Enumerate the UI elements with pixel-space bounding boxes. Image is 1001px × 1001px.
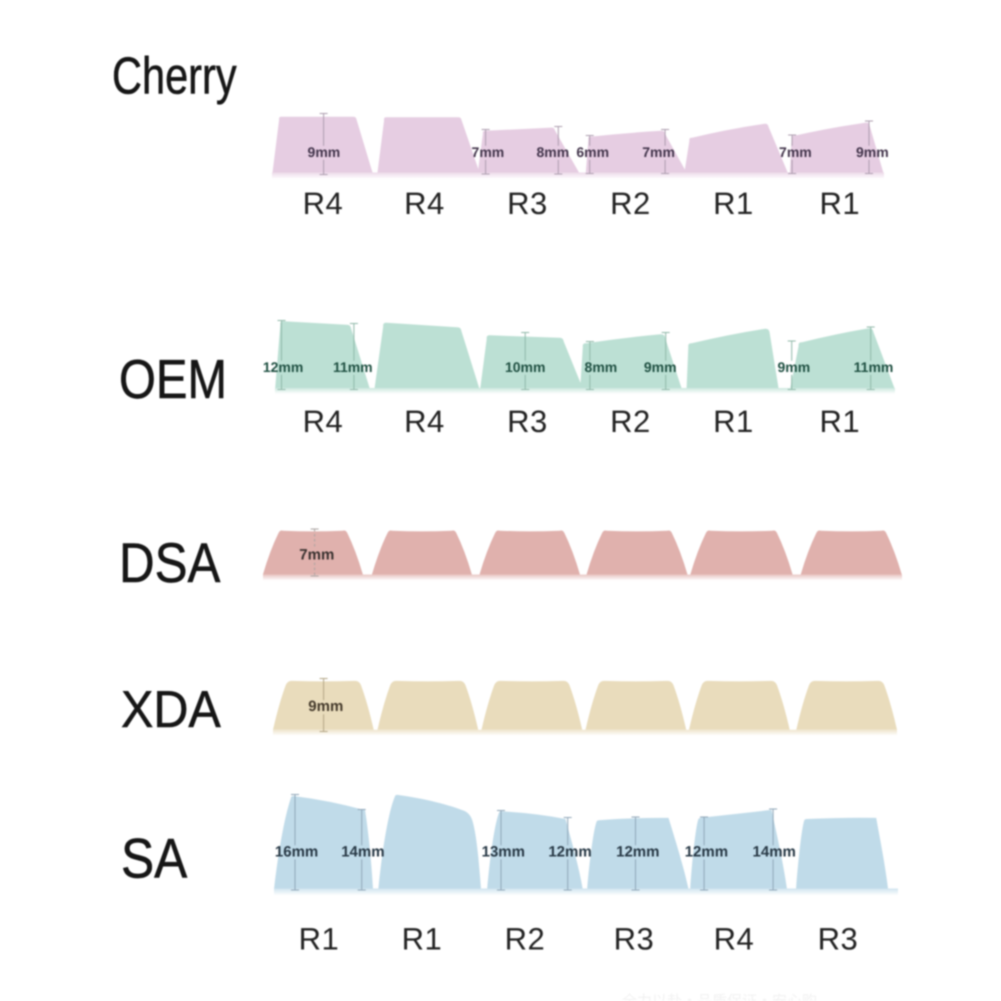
svg-text:R4: R4 xyxy=(404,404,445,439)
svg-text:13mm: 13mm xyxy=(482,843,525,860)
svg-text:12mm: 12mm xyxy=(548,843,591,860)
svg-text:R4: R4 xyxy=(404,186,445,221)
svg-text:7mm: 7mm xyxy=(299,547,334,564)
svg-text:R1: R1 xyxy=(402,922,443,957)
svg-text:12mm: 12mm xyxy=(616,843,659,860)
svg-text:7mm: 7mm xyxy=(779,144,812,160)
svg-text:XDA: XDA xyxy=(121,681,221,739)
svg-text:16mm: 16mm xyxy=(275,843,318,860)
svg-text:SA: SA xyxy=(121,827,188,890)
svg-text:R3: R3 xyxy=(614,922,655,957)
svg-text:9mm: 9mm xyxy=(856,144,889,160)
svg-text:8mm: 8mm xyxy=(585,359,618,375)
svg-text:7mm: 7mm xyxy=(472,144,505,160)
svg-text:R4: R4 xyxy=(303,186,344,221)
svg-text:9mm: 9mm xyxy=(308,144,341,160)
svg-text:DSA: DSA xyxy=(119,531,221,594)
svg-text:6mm: 6mm xyxy=(576,144,609,160)
svg-text:R3: R3 xyxy=(818,922,859,957)
svg-text:14mm: 14mm xyxy=(753,843,796,860)
svg-text:R1: R1 xyxy=(819,186,860,221)
svg-text:7mm: 7mm xyxy=(642,144,675,160)
svg-text:R4: R4 xyxy=(714,922,755,957)
svg-text:全力以赴・品质保证・安心购: 全力以赴・品质保证・安心购 xyxy=(622,993,817,1001)
svg-text:R4: R4 xyxy=(303,404,344,439)
svg-text:Cherry: Cherry xyxy=(112,48,237,106)
svg-text:R2: R2 xyxy=(610,186,651,221)
svg-text:9mm: 9mm xyxy=(308,698,343,715)
svg-text:8mm: 8mm xyxy=(536,144,569,160)
svg-text:9mm: 9mm xyxy=(777,359,810,375)
svg-text:11mm: 11mm xyxy=(854,359,894,375)
svg-text:R1: R1 xyxy=(819,404,860,439)
svg-text:R3: R3 xyxy=(507,404,548,439)
svg-text:OEM: OEM xyxy=(119,348,227,410)
svg-text:R2: R2 xyxy=(505,922,546,957)
svg-text:R1: R1 xyxy=(299,922,340,957)
svg-text:10mm: 10mm xyxy=(505,359,545,375)
svg-text:R1: R1 xyxy=(713,404,754,439)
svg-text:14mm: 14mm xyxy=(341,843,384,860)
svg-text:R1: R1 xyxy=(713,186,754,221)
svg-text:9mm: 9mm xyxy=(644,359,677,375)
svg-text:R2: R2 xyxy=(610,404,651,439)
svg-text:11mm: 11mm xyxy=(333,359,373,375)
svg-text:12mm: 12mm xyxy=(263,359,303,375)
svg-text:12mm: 12mm xyxy=(685,843,728,860)
svg-text:R3: R3 xyxy=(507,186,548,221)
